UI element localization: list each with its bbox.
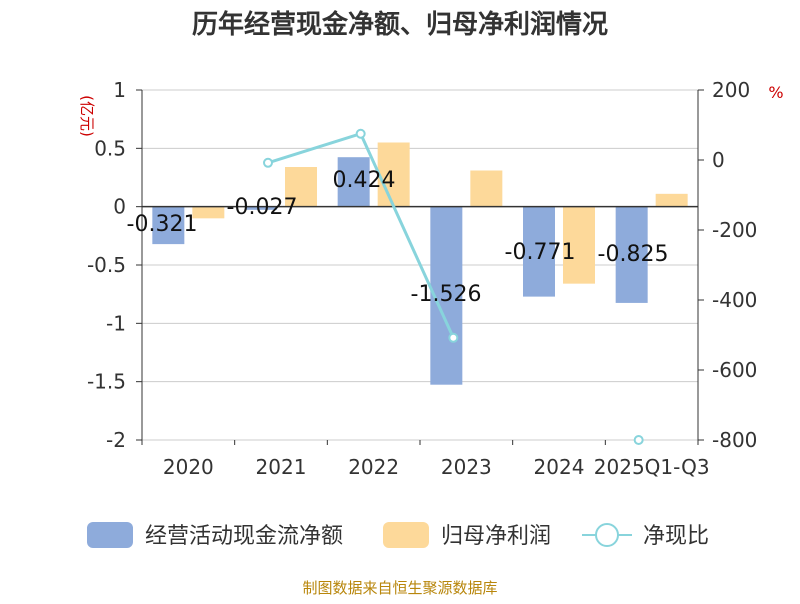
net-profit-bar: [655, 193, 688, 207]
legend-marker-ratio: [595, 523, 619, 547]
left-tick-label: -1.5: [87, 370, 126, 394]
cashflow-data-label: -0.027: [227, 195, 298, 220]
x-tick-label: 2020: [163, 455, 214, 479]
left-tick-label: 0: [113, 195, 126, 219]
left-tick-label: -0.5: [87, 253, 126, 277]
cashflow-bar: [615, 206, 648, 303]
right-tick-label: -800: [712, 428, 757, 452]
x-tick-label: 2024: [534, 455, 585, 479]
net-profit-bar: [377, 142, 410, 207]
left-tick-label: -1: [106, 311, 126, 335]
net-profit-bar: [470, 170, 503, 207]
cashflow-bar: [152, 206, 185, 245]
chart-title: 历年经营现金净额、归母净利润情况: [192, 9, 608, 40]
right-tick-label: -400: [712, 288, 757, 312]
cashflow-data-label: -0.321: [127, 212, 198, 237]
net-profit-bar: [192, 206, 225, 219]
ratio-point: [448, 332, 459, 343]
source-note: 制图数据来自恒生聚源数据库: [302, 579, 497, 597]
x-tick-label: 2021: [256, 455, 307, 479]
cashflow-bar: [523, 206, 555, 297]
legend-label-cashflow: 经营活动现金流净额: [145, 524, 343, 549]
net-profit-bar: [563, 206, 595, 284]
cashflow-data-label: -1.526: [411, 282, 482, 307]
net-profit-bar: [285, 167, 317, 207]
ratio-point: [263, 157, 273, 168]
left-tick-label: 0.5: [94, 136, 126, 160]
cashflow-bar: [245, 206, 277, 210]
left-tick-label: 1: [113, 78, 126, 102]
ratio-point: [633, 435, 644, 445]
left-axis-unit: (亿元): [78, 95, 96, 137]
legend-label-ratio: 净现比: [643, 524, 709, 549]
legend-swatch-profit: [383, 522, 429, 548]
x-tick-label: 2023: [441, 455, 492, 479]
cashflow-data-label: 0.424: [333, 168, 396, 193]
ratio-point: [355, 128, 366, 139]
right-tick-label: 200: [712, 78, 750, 102]
right-axis-unit: %: [768, 83, 783, 102]
legend-swatch-cashflow: [87, 522, 133, 548]
cashflow-data-label: -0.771: [505, 240, 576, 265]
cashflow-data-label: -0.825: [598, 242, 669, 267]
right-tick-label: -600: [712, 358, 757, 382]
cashflow-bar: [337, 157, 370, 207]
x-tick-label: 2022: [348, 455, 399, 479]
legend-label-profit: 归母净利润: [441, 524, 551, 549]
right-tick-label: 0: [712, 148, 725, 172]
left-tick-label: -2: [106, 428, 126, 452]
x-tick-label: 2025Q1-Q3: [594, 455, 710, 479]
right-tick-label: -200: [712, 218, 757, 242]
